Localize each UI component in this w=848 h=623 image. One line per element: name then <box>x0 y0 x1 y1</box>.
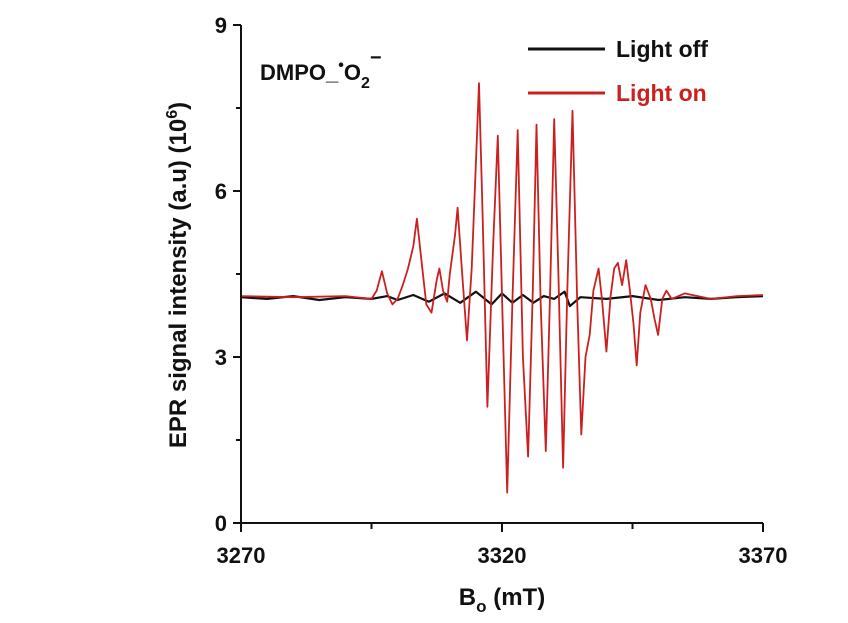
y-tick-label: 3 <box>215 345 227 370</box>
legend: Light off Light on <box>528 36 708 106</box>
series-group <box>240 82 764 494</box>
ticks-group: 0 3 6 9 3270 3320 3370 <box>215 13 788 568</box>
y-tick-label: 9 <box>215 13 227 38</box>
y-tick-label: 6 <box>215 179 227 204</box>
y-axis-title: EPR signal intensity (a.u) (106) <box>164 102 192 448</box>
x-tick-label: 3370 <box>739 543 788 568</box>
legend-label-light-on: Light on <box>616 80 707 106</box>
species-annotation: DMPO_•O2− <box>260 47 382 92</box>
x-tick-label: 3320 <box>478 543 527 568</box>
series-line-light-on <box>240 82 764 494</box>
x-tick-label: 3270 <box>217 543 266 568</box>
plot-area: 0 3 6 9 3270 3320 3370 <box>215 13 788 568</box>
x-axis-title: Bo (mT) <box>459 584 545 616</box>
y-tick-label: 0 <box>215 511 227 536</box>
legend-label-light-off: Light off <box>616 36 708 62</box>
